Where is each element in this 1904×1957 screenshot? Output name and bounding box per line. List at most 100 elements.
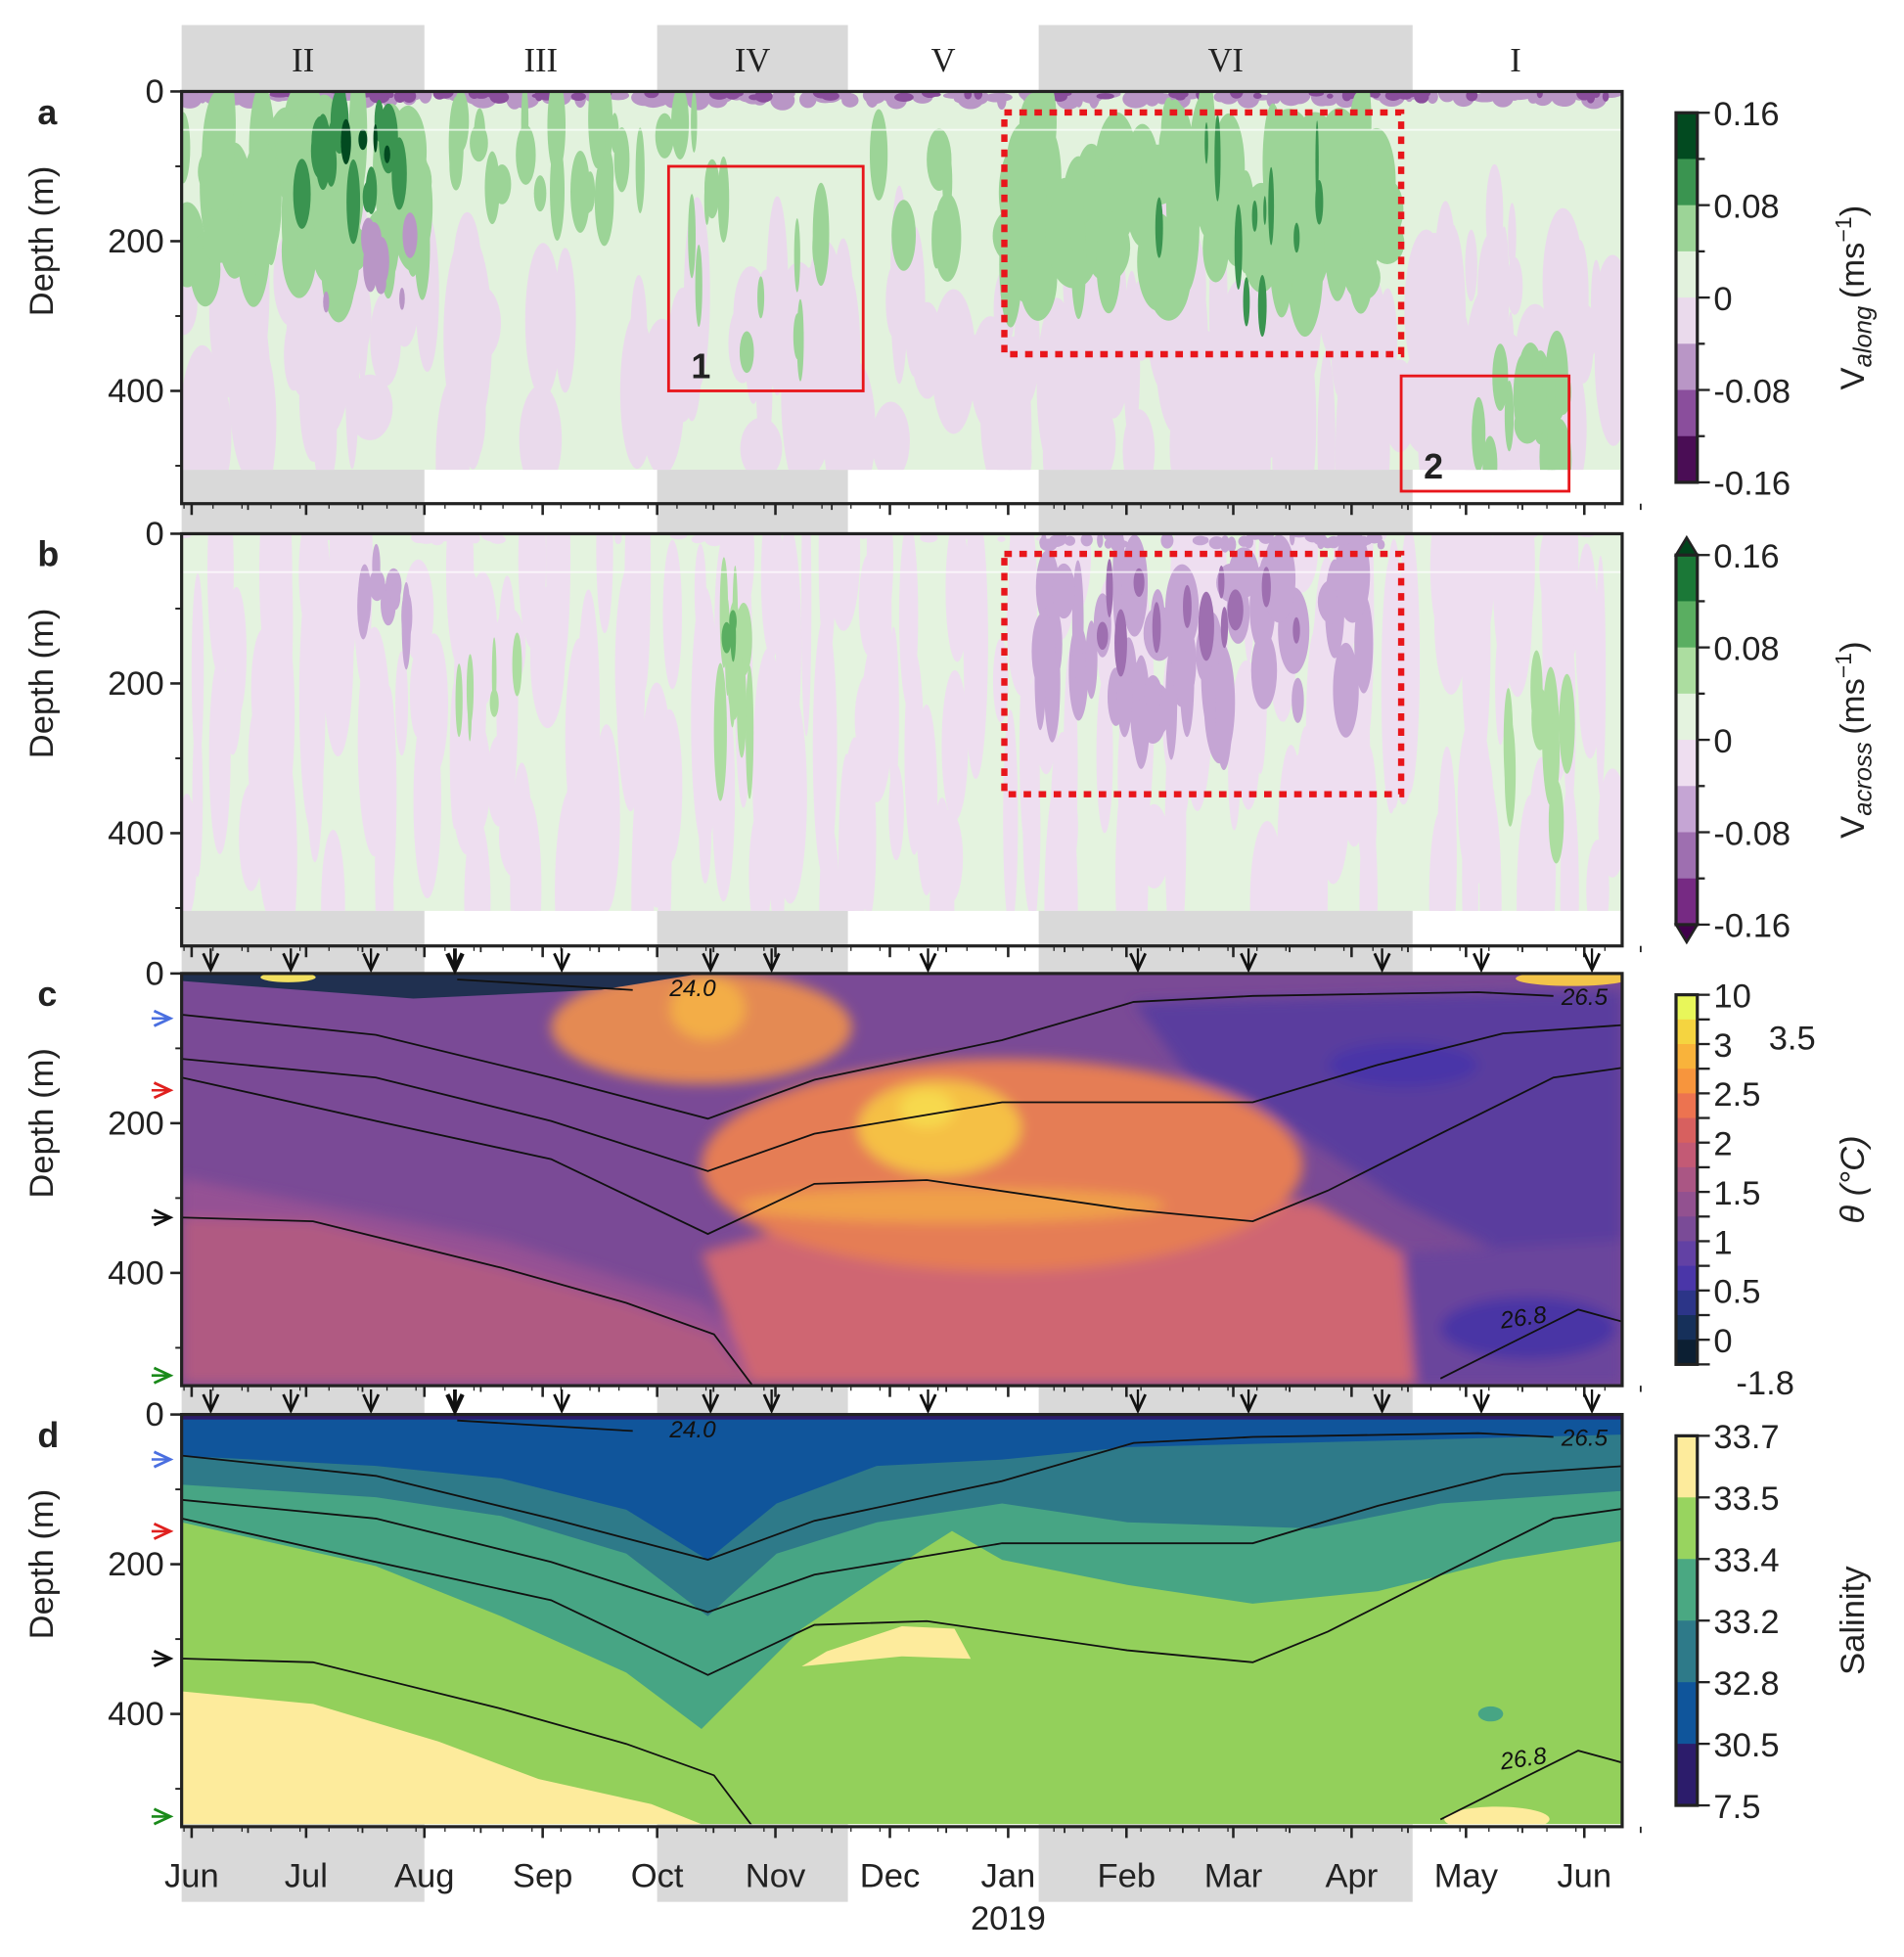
velocity-contour xyxy=(1272,536,1282,547)
velocity-contour xyxy=(1326,93,1334,99)
profile-marker-icon xyxy=(282,1393,300,1415)
velocity-contour xyxy=(389,583,401,611)
velocity-contour xyxy=(401,91,417,103)
velocity-contour xyxy=(192,714,204,878)
velocity-contour xyxy=(783,730,803,884)
velocity-contour xyxy=(1439,252,1456,366)
colorbar-swatch xyxy=(1675,1142,1698,1168)
colorbar-label-part: (ms xyxy=(1835,678,1872,735)
highlight-box-2 xyxy=(1399,374,1571,493)
month-tick-label: Nov xyxy=(746,1857,806,1894)
velocity-contour xyxy=(298,562,326,832)
velocity-contour xyxy=(1437,91,1457,103)
isopycnal-line xyxy=(181,1024,1622,1172)
velocity-contour xyxy=(1052,563,1075,619)
velocity-contour xyxy=(607,91,630,101)
colorbar-swatch xyxy=(1675,435,1698,483)
velocity-contour xyxy=(963,533,988,780)
velocity-contour xyxy=(1074,352,1105,417)
velocity-contour xyxy=(942,92,963,99)
velocity-contour xyxy=(393,91,406,103)
velocity-contour xyxy=(880,533,892,545)
velocity-contour xyxy=(1317,539,1325,550)
velocity-contour xyxy=(1096,299,1130,419)
velocity-contour xyxy=(510,793,542,911)
velocity-contour xyxy=(1514,405,1541,444)
velocity-contour xyxy=(1237,681,1260,810)
profile-marker-icon xyxy=(1129,952,1147,974)
velocity-contour xyxy=(512,632,522,697)
velocity-contour xyxy=(489,91,510,104)
velocity-contour xyxy=(310,123,331,179)
velocity-contour xyxy=(721,621,732,654)
velocity-contour xyxy=(1499,226,1510,351)
salinity-field xyxy=(181,1414,1622,1825)
velocity-contour xyxy=(941,669,969,821)
colorbar-label-part: ) xyxy=(1835,641,1872,653)
colorbar-swatch xyxy=(1675,1069,1698,1095)
velocity-contour xyxy=(688,194,697,279)
velocity-contour xyxy=(1547,406,1560,471)
month-tick-label: Sep xyxy=(513,1857,572,1894)
velocity-contour xyxy=(1238,535,1250,547)
velocity-contour xyxy=(1570,240,1589,352)
colorbar-swatch xyxy=(1675,786,1698,834)
velocity-contour xyxy=(1152,602,1161,654)
velocity-contour xyxy=(1069,189,1085,258)
velocity-contour xyxy=(1326,535,1340,549)
profile-marker-icon xyxy=(202,1393,220,1415)
velocity-contour xyxy=(793,218,800,293)
velocity-contour xyxy=(1096,621,1109,651)
velocity-contour xyxy=(1507,311,1515,381)
velocity-contour xyxy=(596,533,613,634)
velocity-contour xyxy=(1218,565,1225,599)
profile-marker-icon xyxy=(282,952,300,974)
velocity-contour xyxy=(888,764,904,861)
velocity-contour xyxy=(931,209,942,269)
velocity-contour xyxy=(1292,677,1304,723)
velocity-contour xyxy=(1261,567,1271,608)
velocity-contour xyxy=(181,344,226,471)
velocity-contour xyxy=(1370,179,1404,240)
velocity-contour xyxy=(569,150,591,233)
velocity-contour xyxy=(1324,179,1351,301)
colorbar-tick-label: 30.5 xyxy=(1713,1727,1779,1764)
velocity-contour xyxy=(1133,568,1145,597)
velocity-contour xyxy=(1161,104,1193,183)
velocity-contour xyxy=(812,614,838,880)
velocity-contour xyxy=(1576,91,1593,101)
velocity-contour xyxy=(974,91,983,100)
colorbar-label: θ (°C) xyxy=(1835,1135,1872,1223)
velocity-contour xyxy=(1155,197,1163,258)
velocity-contour xyxy=(744,533,750,546)
velocity-contour xyxy=(1472,396,1486,471)
colorbar-label-part: across xyxy=(1850,742,1878,816)
velocity-contour xyxy=(1249,821,1285,911)
colorbar-swatch xyxy=(1675,1497,1698,1560)
velocity-contour xyxy=(1372,92,1380,99)
colorbar-swatch xyxy=(1675,1117,1698,1144)
colorbar-swatch xyxy=(1675,1265,1698,1292)
velocity-contour xyxy=(474,108,486,161)
velocity-contour xyxy=(1050,732,1075,891)
velocity-contour xyxy=(229,292,271,471)
depth-tick-label: 0 xyxy=(145,516,163,553)
velocity-contour xyxy=(1492,533,1512,660)
month-tick-label: Jun xyxy=(164,1857,219,1894)
colorbar-label: Salinity xyxy=(1835,1566,1872,1675)
velocity-contour xyxy=(274,533,284,546)
velocity-contour xyxy=(588,91,608,169)
panel-letter: c xyxy=(37,975,57,1014)
profile-marker-icon xyxy=(362,1393,381,1415)
velocity-contour xyxy=(1293,222,1300,253)
velocity-contour xyxy=(601,148,614,201)
velocity-contour xyxy=(800,533,812,737)
colorbar-tick-label: 0.08 xyxy=(1713,188,1779,225)
velocity-contour xyxy=(399,288,405,310)
velocity-contour xyxy=(554,248,576,393)
velocity-contour xyxy=(739,331,754,374)
velocity-contour xyxy=(894,92,914,102)
depth-tick-label: 200 xyxy=(108,1105,164,1142)
velocity-contour xyxy=(1337,533,1353,545)
velocity-contour xyxy=(1465,229,1477,302)
